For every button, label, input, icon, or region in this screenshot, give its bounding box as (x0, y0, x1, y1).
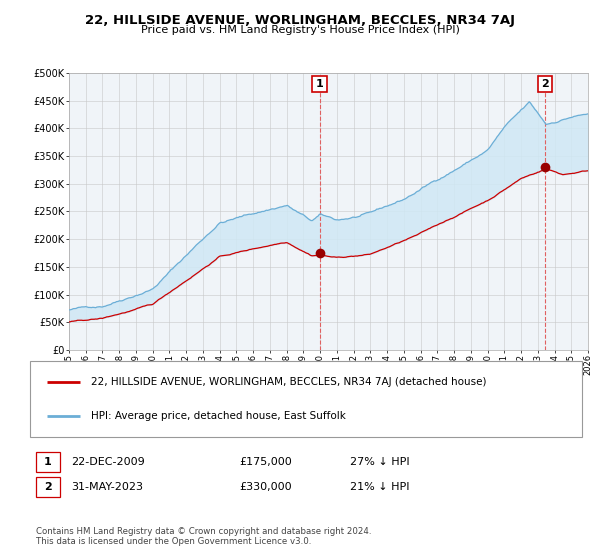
FancyBboxPatch shape (30, 361, 582, 437)
Text: Price paid vs. HM Land Registry's House Price Index (HPI): Price paid vs. HM Land Registry's House … (140, 25, 460, 35)
Text: 1: 1 (316, 79, 323, 89)
Text: 31-MAY-2023: 31-MAY-2023 (71, 482, 143, 492)
Text: 2: 2 (44, 482, 52, 492)
Text: Contains HM Land Registry data © Crown copyright and database right 2024.
This d: Contains HM Land Registry data © Crown c… (35, 526, 371, 546)
Text: 22, HILLSIDE AVENUE, WORLINGHAM, BECCLES, NR34 7AJ (detached house): 22, HILLSIDE AVENUE, WORLINGHAM, BECCLES… (91, 377, 486, 388)
FancyBboxPatch shape (35, 452, 61, 472)
Text: 21% ↓ HPI: 21% ↓ HPI (350, 482, 410, 492)
Text: 22, HILLSIDE AVENUE, WORLINGHAM, BECCLES, NR34 7AJ: 22, HILLSIDE AVENUE, WORLINGHAM, BECCLES… (85, 14, 515, 27)
Text: 27% ↓ HPI: 27% ↓ HPI (350, 457, 410, 467)
FancyBboxPatch shape (35, 477, 61, 497)
Text: £330,000: £330,000 (240, 482, 292, 492)
Text: HPI: Average price, detached house, East Suffolk: HPI: Average price, detached house, East… (91, 410, 346, 421)
Text: 1: 1 (44, 457, 52, 467)
Text: £175,000: £175,000 (240, 457, 293, 467)
Text: 2: 2 (541, 79, 548, 89)
Text: 22-DEC-2009: 22-DEC-2009 (71, 457, 145, 467)
